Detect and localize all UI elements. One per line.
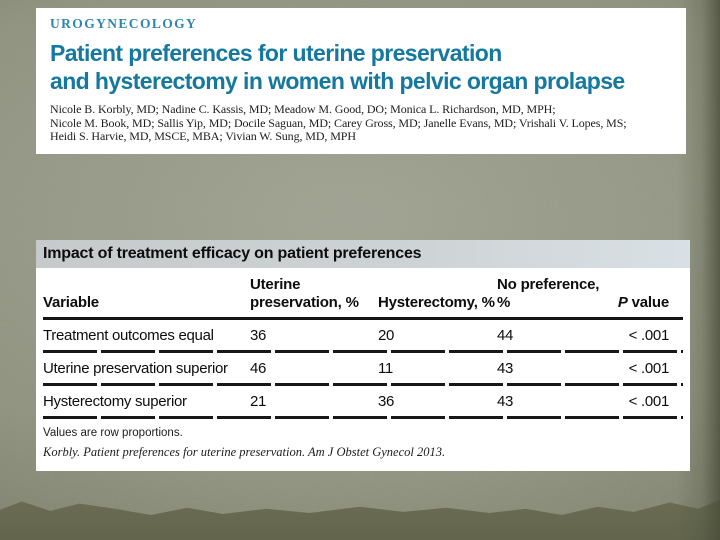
author-list: Nicole B. Korbly, MD; Nadine C. Kassis, … bbox=[50, 102, 672, 144]
column-header-variable: Variable bbox=[43, 294, 99, 311]
cell-no-preference: 43 bbox=[497, 359, 514, 377]
table-row: Treatment outcomes equal 36 20 44 < .001 bbox=[43, 320, 683, 350]
p-value-word: value bbox=[631, 294, 670, 311]
cell-no-preference: 44 bbox=[497, 326, 514, 344]
article-title: Patient preferences for uterine preserva… bbox=[50, 39, 672, 95]
author-line-3: Heidi S. Harvie, MD, MSCE, MBA; Vivian W… bbox=[50, 129, 356, 143]
cell-hysterectomy: 11 bbox=[378, 359, 393, 377]
author-line-2: Nicole M. Book, MD; Sallis Yip, MD; Doci… bbox=[50, 115, 627, 130]
journal-section-label: UROGYNECOLOGY bbox=[50, 16, 198, 31]
cell-p-value: < .001 bbox=[628, 359, 670, 377]
article-title-line-2: and hysterectomy in women with pelvic or… bbox=[50, 68, 625, 94]
article-title-line-1: Patient preferences for uterine preserva… bbox=[50, 40, 502, 66]
article-header-panel: UROGYNECOLOGY Patient preferences for ut… bbox=[36, 8, 686, 154]
column-header-hysterectomy: Hysterectomy, % bbox=[378, 294, 495, 311]
row-label: Treatment outcomes equal bbox=[43, 326, 214, 344]
cell-hysterectomy: 20 bbox=[378, 326, 395, 344]
row-label: Hysterectomy superior bbox=[43, 392, 187, 410]
cell-no-preference: 43 bbox=[497, 392, 514, 410]
cell-p-value: < .001 bbox=[628, 392, 670, 410]
table-citation: Korbly. Patient preferences for uterine … bbox=[43, 445, 446, 459]
table-panel: Impact of treatment efficacy on patient … bbox=[36, 240, 690, 471]
table-footnote: Values are row proportions. bbox=[43, 427, 183, 439]
preferences-table: Variable Uterine preservation, % Hystere… bbox=[36, 268, 690, 419]
column-header-no-preference: No preference, % bbox=[497, 276, 600, 311]
cell-uterine-preservation: 36 bbox=[250, 326, 267, 344]
author-line-1: Nicole B. Korbly, MD; Nadine C. Kassis, … bbox=[50, 102, 556, 116]
cell-uterine-preservation: 21 bbox=[250, 392, 267, 410]
table-title: Impact of treatment efficacy on patient … bbox=[43, 245, 422, 262]
torn-paper-edge bbox=[0, 499, 720, 540]
table-title-bar: Impact of treatment efficacy on patient … bbox=[36, 240, 690, 268]
table-row: Uterine preservation superior 46 11 43 <… bbox=[43, 353, 683, 383]
row-label: Uterine preservation superior bbox=[43, 359, 228, 377]
p-value-symbol: P bbox=[617, 294, 628, 311]
cell-hysterectomy: 36 bbox=[378, 392, 395, 410]
cell-p-value: < .001 bbox=[628, 326, 670, 344]
cell-uterine-preservation: 46 bbox=[250, 359, 267, 377]
column-header-row: Variable Uterine preservation, % Hystere… bbox=[43, 268, 683, 320]
table-row: Hysterectomy superior 21 36 43 < .001 bbox=[43, 386, 683, 416]
column-header-uterine-preservation: Uterine preservation, % bbox=[250, 276, 359, 311]
